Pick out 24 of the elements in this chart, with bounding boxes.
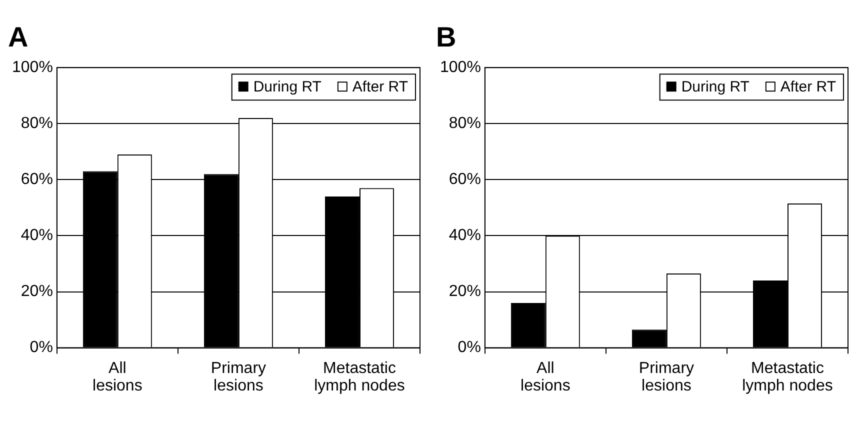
x-tick-label: All lesions	[520, 360, 570, 395]
legend-label: During RT	[253, 78, 322, 96]
legend-label: During RT	[681, 78, 750, 96]
x-tick-label: Primary lesions	[638, 360, 694, 395]
y-tick-label: 0%	[30, 339, 53, 356]
y-tick-label: 0%	[458, 339, 481, 356]
y-tick-label: 100%	[12, 59, 53, 76]
x-tick-label: All lesions	[92, 360, 142, 395]
y-tick-label: 60%	[448, 171, 481, 188]
y-tick-label: 80%	[20, 115, 53, 132]
y-tick-label: 100%	[440, 59, 481, 76]
y-tick-label: 20%	[448, 283, 481, 300]
x-tick-label: Primary lesions	[210, 360, 266, 395]
chart-title: B	[436, 22, 456, 53]
y-tick-label: 40%	[448, 227, 481, 244]
y-tick-label: 80%	[448, 115, 481, 132]
legend-label: After RT	[780, 78, 836, 96]
y-tick-label: 20%	[20, 283, 53, 300]
y-tick-label: 40%	[20, 227, 53, 244]
legend-label: After RT	[352, 78, 408, 96]
chart-title: A	[8, 22, 28, 53]
x-tick-label: Metastatic lymph nodes	[314, 360, 405, 395]
y-tick-label: 60%	[20, 171, 53, 188]
x-tick-label: Metastatic lymph nodes	[742, 360, 833, 395]
